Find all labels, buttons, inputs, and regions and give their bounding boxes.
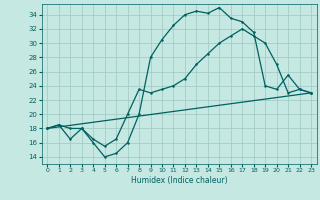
X-axis label: Humidex (Indice chaleur): Humidex (Indice chaleur) xyxy=(131,176,228,185)
